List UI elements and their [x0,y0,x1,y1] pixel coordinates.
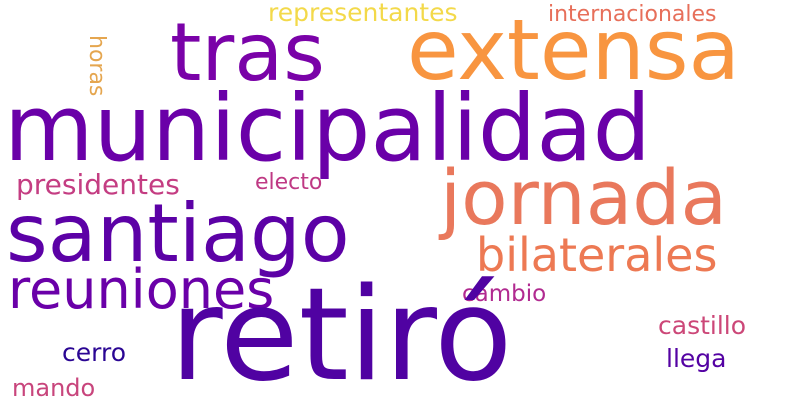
word-internacionales: internacionales [548,2,717,27]
word-bilaterales: bilaterales [476,228,718,282]
word-electo: electo [255,170,323,195]
word-llega: llega [666,344,727,373]
word-extensa: extensa [407,1,741,99]
word-retiro: retiró [170,261,513,400]
word-municipalidad: municipalidad [4,75,652,182]
word-mando: mando [12,374,96,400]
word-cerro: cerro [62,338,126,367]
word-presidentes: presidentes [16,168,180,201]
word-cambio: cambio [462,281,547,307]
word-reuniones: reuniones [8,258,275,321]
word-santiago: santiago [6,187,350,280]
word-representantes: representantes [268,0,458,27]
word-castillo: castillo [658,311,747,340]
word-horas: horas [84,35,109,97]
word-jornada: jornada [440,153,728,242]
word-tras: tras [170,6,325,99]
